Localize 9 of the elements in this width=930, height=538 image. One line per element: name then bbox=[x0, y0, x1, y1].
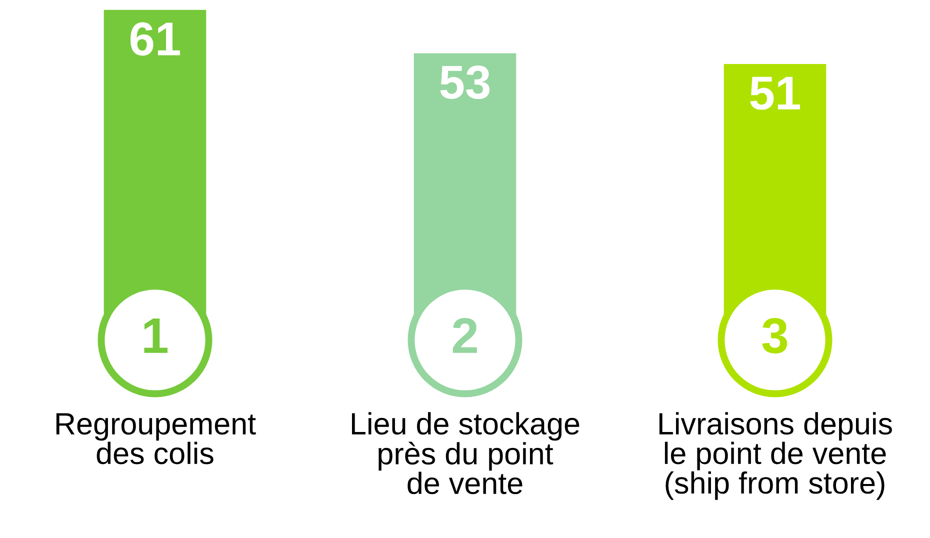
annotation: 2 bbox=[452, 318, 477, 353]
x-tick-label: Regroupement des colis bbox=[56, 413, 256, 464]
data-label: 61 bbox=[130, 22, 180, 56]
data-label: 53 bbox=[440, 66, 490, 100]
annotation: 1 bbox=[144, 318, 168, 353]
x-tick-label: Livraisons depuis le point de vente (ship from store) bbox=[659, 412, 892, 500]
annotation: 3 bbox=[762, 318, 788, 354]
x-tick-label: Lieu de stockage près du point de vente bbox=[352, 412, 580, 494]
data-label: 51 bbox=[750, 76, 800, 110]
